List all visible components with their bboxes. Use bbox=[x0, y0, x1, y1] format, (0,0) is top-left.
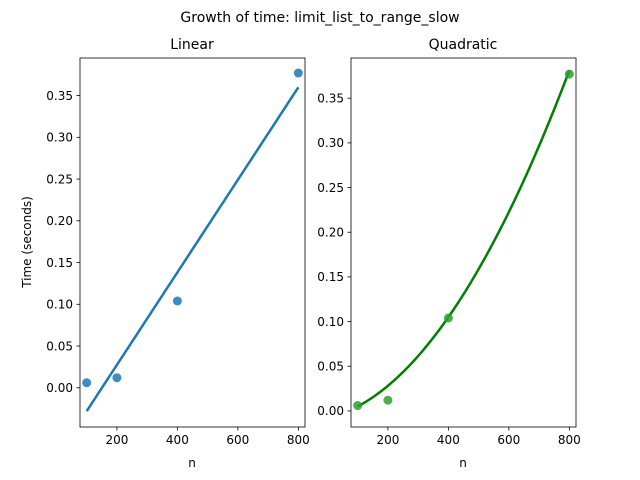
linear-data-point bbox=[172, 296, 182, 306]
linear-data-point bbox=[82, 378, 92, 388]
quadratic-panel: Quadratic n 200 400 600 800 0.00 0.05 0.10 0.15… bbox=[317, 37, 581, 470]
quadratic-y-tick-label: 0.00 bbox=[317, 404, 344, 418]
quadratic-y-tick-label: 0.05 bbox=[317, 360, 344, 374]
linear-panel-title: Linear bbox=[170, 37, 214, 53]
quadratic-x-tick-label: 200 bbox=[376, 433, 399, 447]
quadratic-y-tick-label: 0.15 bbox=[317, 270, 344, 284]
linear-data-point bbox=[293, 68, 303, 78]
quadratic-data-point bbox=[383, 395, 393, 405]
quadratic-y-tick-label: 0.35 bbox=[317, 92, 344, 106]
quadratic-plot-area: 200 400 600 800 0.00 0.05 0.10 0.15 0.20 0.25 0.30… bbox=[317, 57, 581, 447]
linear-panel: Linear n Time (seconds) 200 400 600 800 0.00… bbox=[20, 37, 310, 470]
linear-plot-area: 200 400 600 800 0.00 0.05 0.10 0.15 0.20 0.25 0.30… bbox=[46, 57, 310, 447]
linear-y-tick-label: 0.00 bbox=[46, 381, 73, 395]
quadratic-x-tick-label: 400 bbox=[437, 433, 460, 447]
quadratic-x-axis-label: n bbox=[459, 456, 467, 470]
linear-x-tick-label: 800 bbox=[287, 433, 310, 447]
linear-x-tick-label: 400 bbox=[166, 433, 189, 447]
linear-data-point bbox=[112, 373, 122, 383]
quadratic-y-tick-label: 0.25 bbox=[317, 181, 344, 195]
quadratic-data-point bbox=[353, 401, 363, 411]
linear-y-tick-label: 0.10 bbox=[46, 298, 73, 312]
linear-x-tick-label: 600 bbox=[226, 433, 249, 447]
quadratic-y-tick-label: 0.20 bbox=[317, 226, 344, 240]
figure-suptitle: Growth of time: limit_list_to_range_slow bbox=[180, 10, 459, 26]
quadratic-fit-line bbox=[357, 69, 571, 408]
linear-fit-line bbox=[85, 86, 300, 412]
quadratic-y-tick-label: 0.30 bbox=[317, 136, 344, 150]
linear-y-tick-label: 0.35 bbox=[46, 89, 73, 103]
quadratic-x-tick-label: 800 bbox=[558, 433, 581, 447]
quadratic-panel-title: Quadratic bbox=[429, 37, 498, 53]
linear-y-axis-label: Time (seconds) bbox=[20, 196, 34, 289]
linear-y-tick-label: 0.15 bbox=[46, 256, 73, 270]
linear-y-tick-label: 0.30 bbox=[46, 131, 73, 145]
quadratic-axes-frame bbox=[350, 57, 577, 428]
linear-x-axis-label: n bbox=[188, 456, 196, 470]
quadratic-data-point bbox=[443, 313, 453, 323]
linear-y-tick-label: 0.20 bbox=[46, 214, 73, 228]
quadratic-y-tick-label: 0.10 bbox=[317, 315, 344, 329]
linear-y-tick-label: 0.05 bbox=[46, 339, 73, 353]
quadratic-data-point bbox=[564, 69, 574, 79]
linear-axes-frame bbox=[79, 57, 306, 428]
linear-y-tick-label: 0.25 bbox=[46, 172, 73, 186]
linear-x-tick-label: 200 bbox=[105, 433, 128, 447]
quadratic-x-tick-label: 600 bbox=[497, 433, 520, 447]
